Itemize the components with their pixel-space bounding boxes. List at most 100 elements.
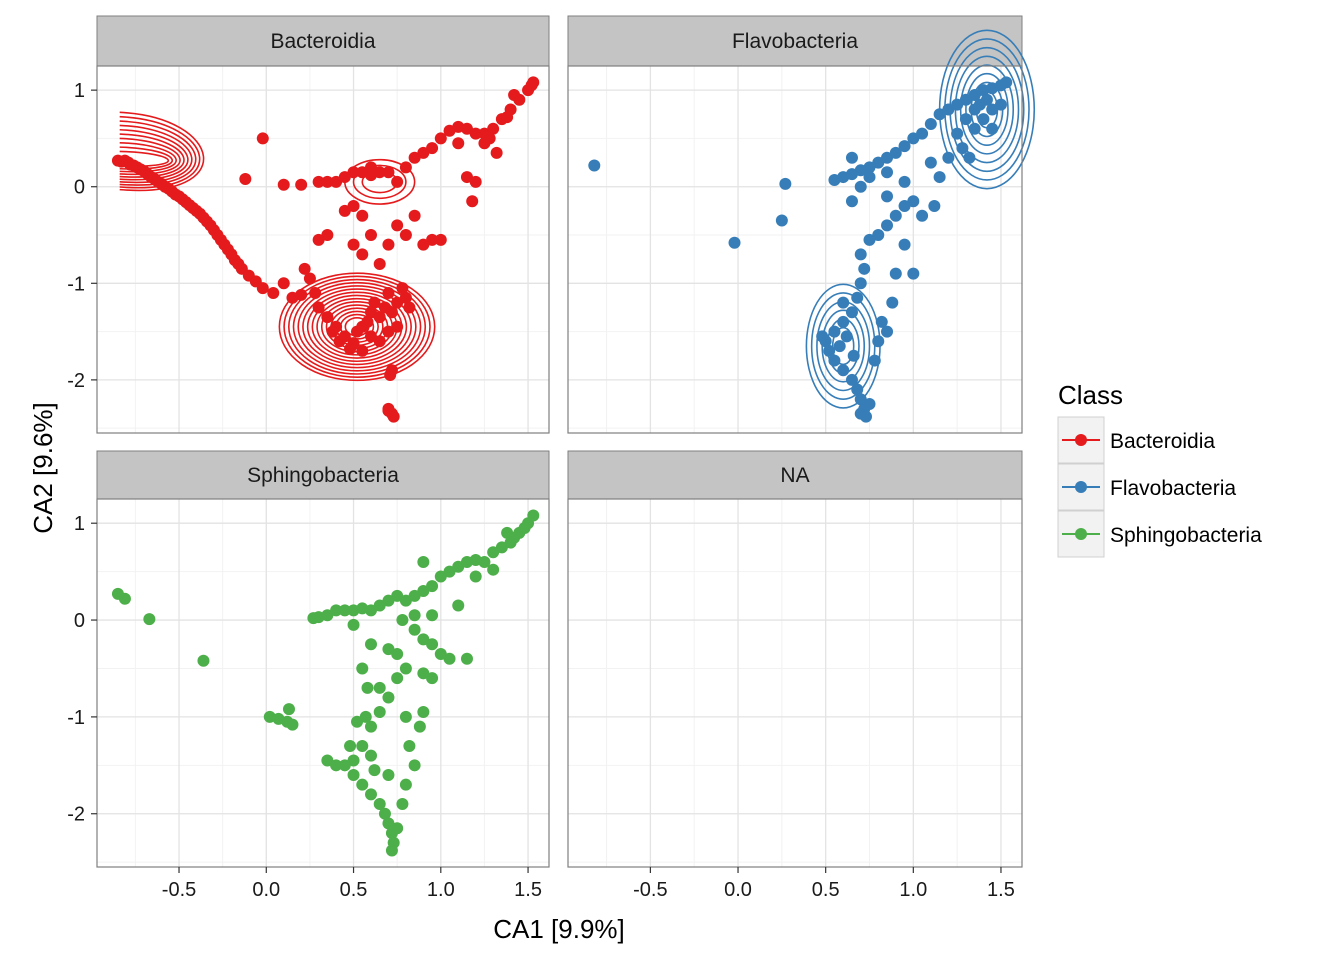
data-point [898,200,911,213]
data-point [373,257,386,270]
data-point [775,214,788,227]
data-point [413,720,426,733]
data-point [344,342,357,355]
data-point [364,161,377,174]
facet-panel-flavobacteria: Flavobacteria [567,15,1036,434]
data-point [501,526,514,539]
data-point [391,296,404,309]
data-point [338,759,351,772]
data-point [434,233,447,246]
data-point [373,681,386,694]
data-point [391,320,404,333]
data-point [816,330,829,343]
data-point [916,127,929,140]
data-point [338,204,351,217]
data-point [391,175,404,188]
data-point [338,604,351,617]
legend-title: Class [1058,380,1123,410]
legend: Class Bacteroidia Flavobacteria Sphingobac… [1057,380,1262,558]
data-point [364,638,377,651]
data-point [384,369,397,382]
data-point [851,291,864,304]
facet-strip [567,450,1023,500]
density-contour-line [302,288,412,366]
data-point [478,137,491,150]
data-point [986,103,999,116]
data-point [527,509,540,522]
data-point [277,277,290,290]
data-point [466,195,479,208]
data-point [460,122,473,135]
data-point [426,609,439,622]
data-point [403,739,416,752]
data-point [321,311,334,324]
facet-panel-na: NA [567,450,1023,868]
data-point [417,667,430,680]
y-tick-label: -2 [67,804,85,826]
data-point [833,340,846,353]
data-point [460,652,473,665]
data-point [382,166,395,179]
data-point [417,555,430,568]
data-point [845,373,858,386]
data-point [898,140,911,153]
data-point [347,166,360,179]
data-point [426,233,439,246]
data-point [399,229,412,242]
data-point [863,171,876,184]
data-point [347,238,360,251]
data-point [118,592,131,605]
x-tick-label: 0.0 [724,879,752,901]
legend-label: Flavobacteria [1110,477,1236,500]
data-point [881,219,894,232]
data-point [282,703,295,716]
data-point [963,151,976,164]
data-point [508,88,521,101]
legend-label: Sphingobacteria [1110,524,1262,547]
data-point [863,398,876,411]
data-point [364,306,377,319]
axis-ticks: -2 -1 0 1 -2 -1 0 1 -0.5 0.0 0.5 1.0 1.5 -0.5 0.0 0.5 1.… [67,80,1015,901]
data-point [382,817,395,830]
data-point [382,238,395,251]
data-point [889,209,902,222]
x-tick-label: -0.5 [162,879,196,901]
data-point [875,315,888,328]
data-point [469,570,482,583]
y-axis-title: CA2 [9.6%] [28,402,58,534]
data-point [434,647,447,660]
data-point [356,209,369,222]
data-point [823,344,836,357]
facet-strip [567,15,1023,67]
data-point [408,589,421,602]
data-point [840,330,853,343]
data-point [728,236,741,249]
data-point [373,311,386,324]
data-point [854,407,867,420]
data-point [1000,76,1013,89]
data-point [382,691,395,704]
data-point [356,739,369,752]
x-tick-label: 1.5 [514,879,542,901]
data-point [356,248,369,261]
data-point [347,200,360,213]
data-point [330,604,343,617]
data-point [868,354,881,367]
data-point [356,778,369,791]
data-point [321,609,334,622]
data-point [303,272,316,285]
x-tick-label: 0.5 [812,879,840,901]
x-tick-label: 1.0 [899,879,927,901]
data-points [111,76,540,423]
data-point [881,190,894,203]
data-point [928,200,941,213]
data-point [368,764,381,777]
data-point [373,166,386,179]
legend-key-point [1075,434,1087,446]
data-point [295,288,308,301]
data-point [845,151,858,164]
data-point [452,137,465,150]
data-point [872,335,885,348]
data-point [256,282,269,295]
data-point [898,238,911,251]
